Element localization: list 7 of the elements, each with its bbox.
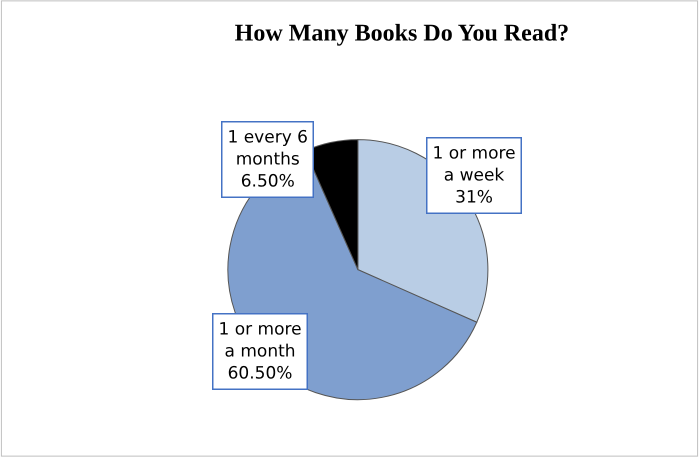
slice-label: 1 every 6 months <box>228 128 308 170</box>
chart-title: How Many Books Do You Read? <box>234 20 570 46</box>
slice-label: 1 or more a week <box>432 144 516 186</box>
slice-label: 1 or more a month <box>218 320 302 362</box>
data-label: 60.50% <box>228 364 292 384</box>
data-label: 31% <box>455 188 493 208</box>
data-label: 6.50% <box>240 172 295 192</box>
